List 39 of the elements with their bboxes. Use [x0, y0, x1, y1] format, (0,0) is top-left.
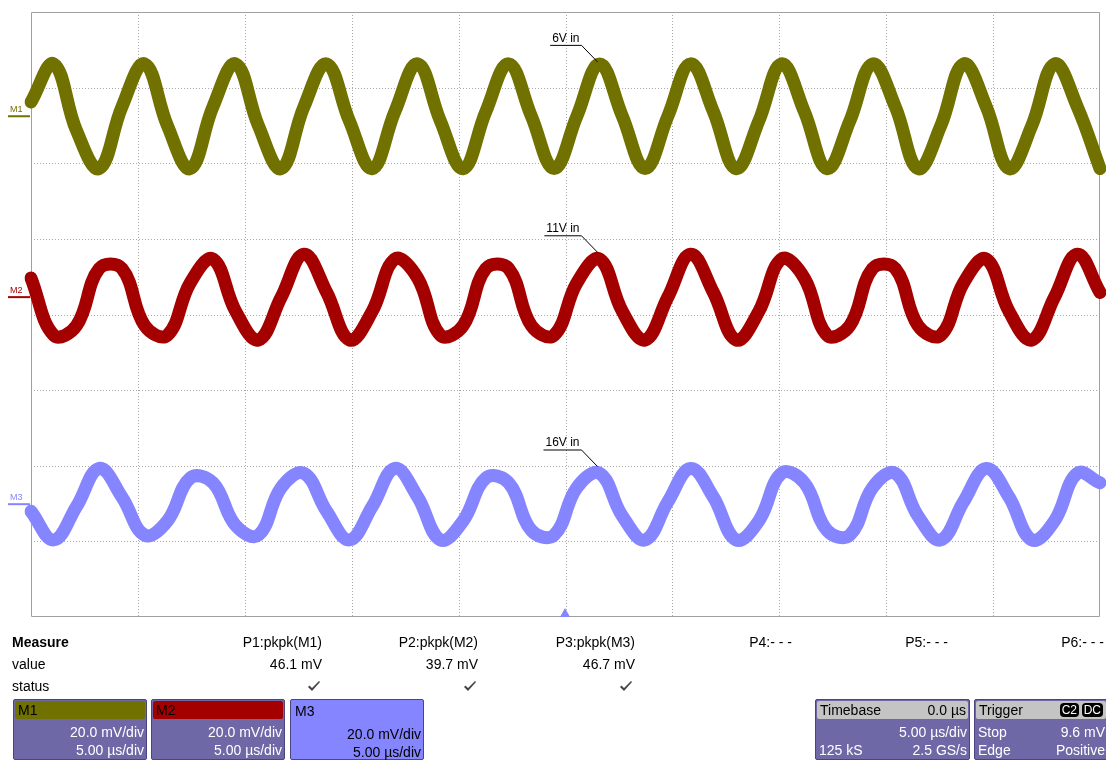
text: 39.7 mV: [425, 656, 478, 672]
text: 2.5 GS/s: [912, 742, 967, 758]
text: M2: [156, 702, 176, 718]
text: P3:pkpk(M3): [555, 634, 635, 650]
text: 20.0 mV/div: [208, 724, 282, 740]
text: 125 kS: [819, 742, 863, 758]
text: DC: [1081, 703, 1103, 717]
text: P2:pkpk(M2): [398, 634, 478, 650]
text: 5.00 µs/div: [76, 742, 144, 758]
annotation: 11V in: [546, 221, 580, 236]
text: 46.1 mV: [269, 656, 322, 672]
text: M3: [295, 703, 315, 719]
annotation: 16V in: [545, 435, 580, 450]
text: 5.00 µs/div: [899, 724, 967, 740]
series-label: M3: [10, 492, 23, 503]
text: P6:- - -: [1061, 634, 1104, 650]
text: M1: [18, 702, 38, 718]
text: Positive: [1055, 742, 1105, 758]
text: 20.0 mV/div: [347, 726, 421, 742]
text: value: [12, 656, 46, 672]
text: P5:- - -: [905, 634, 948, 650]
text: 46.7 mV: [582, 656, 635, 672]
series-label: M2: [10, 285, 23, 296]
text: C2: [1059, 703, 1079, 717]
text: 6V in: [552, 30, 580, 45]
text: status: [12, 678, 50, 694]
text: Measure: [12, 634, 69, 650]
text: Edge: [978, 742, 1011, 758]
text: Trigger: [979, 701, 1023, 719]
text: P1:pkpk(M1): [242, 634, 322, 650]
text: 5.00 µs/div: [353, 744, 421, 760]
text: 5.00 µs/div: [214, 742, 282, 758]
text: 20.0 mV/div: [70, 724, 144, 740]
text: P4:- - -: [749, 634, 792, 650]
text: Timebase: [820, 701, 881, 719]
text: Stop: [978, 724, 1007, 740]
text: 0.0 µs: [927, 701, 966, 719]
text: 9.6 mV: [1060, 724, 1105, 740]
series-label: M1: [10, 104, 23, 115]
